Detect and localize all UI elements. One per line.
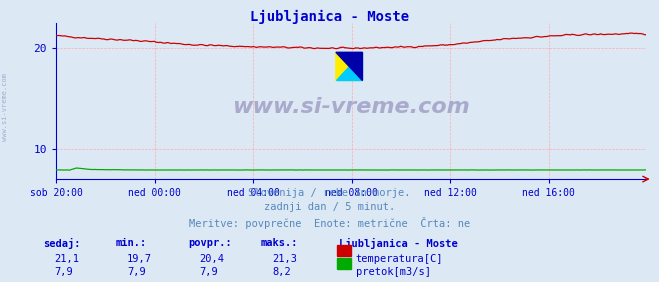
Text: 21,1: 21,1 [55, 254, 80, 264]
Text: www.si-vreme.com: www.si-vreme.com [232, 97, 470, 117]
Text: pretok[m3/s]: pretok[m3/s] [356, 267, 431, 277]
Polygon shape [336, 52, 362, 80]
Text: 8,2: 8,2 [272, 267, 291, 277]
Text: povpr.:: povpr.: [188, 238, 231, 248]
Polygon shape [336, 52, 362, 80]
Text: Slovenija / reke in morje.: Slovenija / reke in morje. [248, 188, 411, 197]
Polygon shape [336, 52, 362, 80]
Text: 21,3: 21,3 [272, 254, 297, 264]
Text: Meritve: povprečne  Enote: metrične  Črta: ne: Meritve: povprečne Enote: metrične Črta:… [189, 217, 470, 229]
Text: 20,4: 20,4 [200, 254, 225, 264]
Text: sedaj:: sedaj: [43, 238, 80, 249]
Text: min.:: min.: [115, 238, 146, 248]
Text: 7,9: 7,9 [55, 267, 73, 277]
Text: 19,7: 19,7 [127, 254, 152, 264]
Text: temperatura[C]: temperatura[C] [356, 254, 444, 264]
Text: Ljubljanica - Moste: Ljubljanica - Moste [250, 10, 409, 24]
Text: Ljubljanica - Moste: Ljubljanica - Moste [339, 238, 458, 249]
Text: maks.:: maks.: [260, 238, 298, 248]
Text: zadnji dan / 5 minut.: zadnji dan / 5 minut. [264, 202, 395, 212]
Text: www.si-vreme.com: www.si-vreme.com [2, 73, 9, 141]
Text: 7,9: 7,9 [127, 267, 146, 277]
Text: 7,9: 7,9 [200, 267, 218, 277]
